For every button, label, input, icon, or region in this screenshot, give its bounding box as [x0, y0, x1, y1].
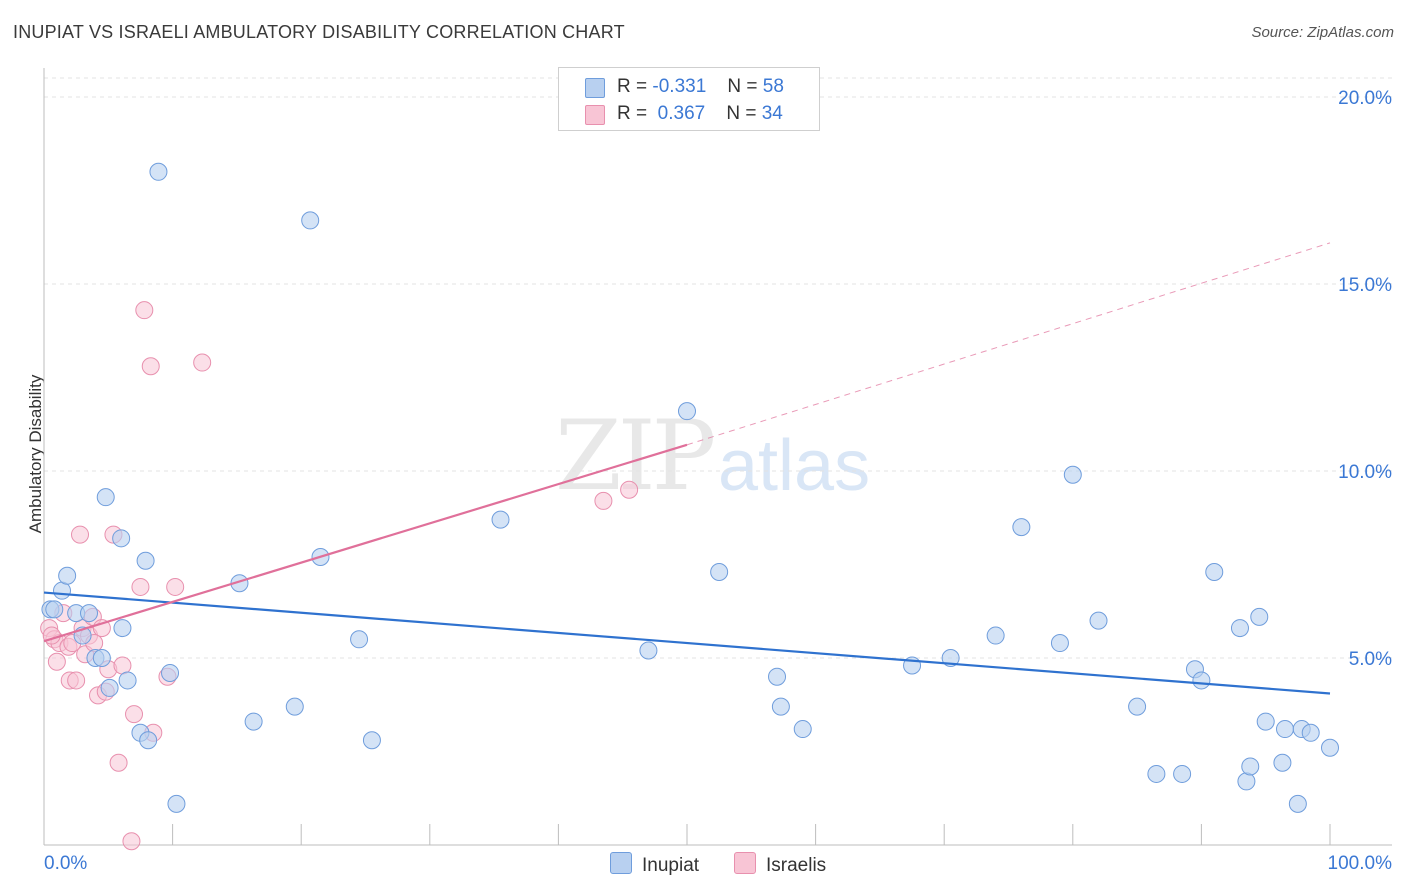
- inupiat-point: [768, 667, 787, 686]
- legend-r-value-inupiat: -0.331: [652, 76, 707, 97]
- correlation-legend: R = -0.331 N = 58 R = 0.367 N = 34: [558, 67, 820, 131]
- inupiat-point: [1241, 757, 1260, 776]
- y-tick-label: 10.0%: [1338, 462, 1392, 483]
- inupiat-point: [113, 619, 132, 638]
- inupiat-point: [1050, 634, 1069, 653]
- bottom-legend-label-israelis: Israelis: [766, 855, 827, 876]
- inupiat-point: [244, 712, 263, 731]
- inupiat-point: [1288, 794, 1307, 813]
- inupiat-point: [161, 663, 180, 682]
- israelis-point: [166, 577, 185, 596]
- inupiat-point: [58, 566, 77, 585]
- inupiat-point: [1275, 720, 1294, 739]
- israelis-point: [131, 577, 150, 596]
- legend-n-value-israelis: 34: [761, 103, 783, 124]
- inupiat-point: [100, 678, 119, 697]
- israelis-point: [141, 357, 160, 376]
- y-tick-label: 5.0%: [1349, 649, 1392, 670]
- watermark-atlas: atlas: [718, 426, 871, 506]
- inupiat-point: [1273, 753, 1292, 772]
- inupiat-point: [285, 697, 304, 716]
- inupiat-point: [793, 720, 812, 739]
- inupiat-point: [301, 211, 320, 230]
- inupiat-point: [1128, 697, 1147, 716]
- israelis-point: [47, 652, 66, 671]
- inupiat-point: [92, 649, 111, 667]
- inupiat-point: [149, 162, 168, 181]
- legend-n-value-inupiat: 58: [762, 76, 784, 97]
- inupiat-point: [139, 731, 158, 750]
- inupiat-point: [112, 529, 131, 548]
- inupiat-point: [53, 581, 72, 600]
- israelis-point: [620, 480, 639, 499]
- legend-r-label: R =: [617, 103, 648, 124]
- inupiat-point: [1230, 619, 1249, 638]
- inupiat-point: [96, 488, 115, 507]
- inupiat-point: [986, 626, 1005, 645]
- inupiat-point: [1063, 465, 1082, 484]
- inupiat-legend-swatch: [610, 852, 632, 874]
- israelis-point: [67, 671, 86, 690]
- inupiat-point: [491, 510, 510, 529]
- inupiat-point: [1192, 671, 1211, 690]
- inupiat-point: [350, 630, 369, 649]
- israelis-point: [71, 525, 90, 544]
- israelis-legend-swatch: [734, 852, 756, 874]
- inupiat-point: [1321, 738, 1339, 757]
- israelis-point: [122, 832, 141, 851]
- inupiat-point: [639, 641, 658, 660]
- inupiat-point: [362, 731, 381, 750]
- inupiat-point: [1237, 772, 1256, 791]
- legend-n-label: N =: [726, 103, 757, 124]
- inupiat-point: [80, 604, 99, 623]
- inupiat-point: [1250, 607, 1269, 626]
- inupiat-point: [1012, 518, 1031, 537]
- israelis-swatch: [585, 105, 605, 125]
- inupiat-point: [136, 551, 155, 570]
- legend-r-value-israelis: 0.367: [657, 103, 706, 124]
- inupiat-point: [1301, 723, 1320, 742]
- israelis-trend-line: [43, 443, 688, 643]
- inupiat-point: [710, 562, 729, 581]
- inupiat-point: [1147, 764, 1166, 783]
- israelis-point: [193, 353, 212, 372]
- inupiat-point: [118, 671, 137, 690]
- israelis-point: [594, 491, 613, 510]
- inupiat-point: [167, 794, 186, 813]
- bottom-legend-inupiat: Inupiat: [610, 852, 699, 877]
- inupiat-trend-line: [43, 591, 1331, 695]
- inupiat-point: [1256, 712, 1275, 731]
- chart-title: INUPIAT VS ISRAELI AMBULATORY DISABILITY…: [13, 22, 625, 42]
- inupiat-point: [941, 649, 960, 667]
- israelis-trend-extension: [686, 242, 1331, 446]
- chart-source: Source: ZipAtlas.com: [1251, 24, 1394, 41]
- inupiat-point: [1173, 764, 1192, 783]
- inupiat-point: [678, 402, 696, 421]
- y-tick-label: 15.0%: [1338, 275, 1392, 296]
- inupiat-swatch: [585, 78, 605, 98]
- y-tick-label: 20.0%: [1338, 88, 1392, 109]
- israelis-point: [113, 656, 132, 675]
- inupiat-point: [1205, 562, 1224, 581]
- inupiat-point: [45, 600, 64, 619]
- israelis-point: [109, 753, 128, 772]
- legend-n-label: N =: [727, 76, 758, 97]
- x-tick-label: 0.0%: [44, 853, 87, 874]
- bottom-legend-label-inupiat: Inupiat: [642, 855, 700, 876]
- israelis-point: [125, 705, 144, 724]
- inupiat-point: [1089, 611, 1108, 630]
- x-tick-label: 100.0%: [1328, 853, 1393, 874]
- bottom-legend-israelis: Israelis: [734, 852, 826, 877]
- israelis-point: [135, 301, 154, 320]
- legend-r-label: R =: [617, 76, 648, 97]
- inupiat-point: [771, 697, 790, 716]
